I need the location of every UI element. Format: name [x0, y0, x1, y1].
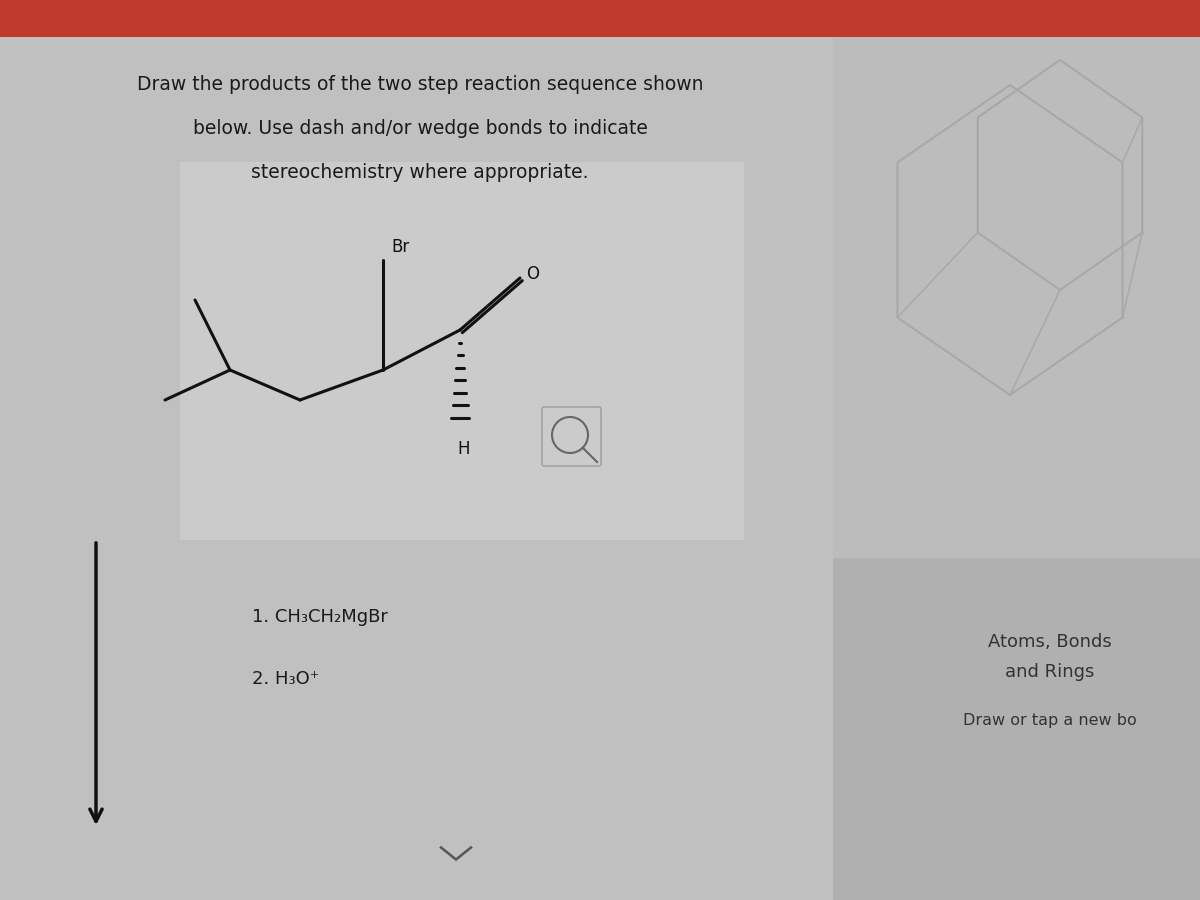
- Bar: [0, 37, 833, 900]
- Text: below. Use dash and/or wedge bonds to indicate: below. Use dash and/or wedge bonds to in…: [192, 119, 648, 138]
- Text: H: H: [457, 440, 470, 458]
- Bar: [833, 558, 1200, 900]
- Text: Br: Br: [391, 238, 409, 256]
- Bar: [180, 162, 744, 540]
- Text: stereochemistry where appropriate.: stereochemistry where appropriate.: [251, 163, 589, 182]
- Bar: [0, 0, 1200, 37]
- Text: 1. CH₃CH₂MgBr: 1. CH₃CH₂MgBr: [252, 608, 388, 625]
- FancyBboxPatch shape: [542, 407, 601, 466]
- Text: Draw or tap a new bo: Draw or tap a new bo: [964, 713, 1136, 727]
- Text: Draw the products of the two step reaction sequence shown: Draw the products of the two step reacti…: [137, 75, 703, 94]
- Text: O: O: [526, 265, 539, 283]
- Bar: [833, 37, 1200, 900]
- Text: 2. H₃O⁺: 2. H₃O⁺: [252, 670, 319, 688]
- Text: Atoms, Bonds
and Rings: Atoms, Bonds and Rings: [988, 634, 1112, 680]
